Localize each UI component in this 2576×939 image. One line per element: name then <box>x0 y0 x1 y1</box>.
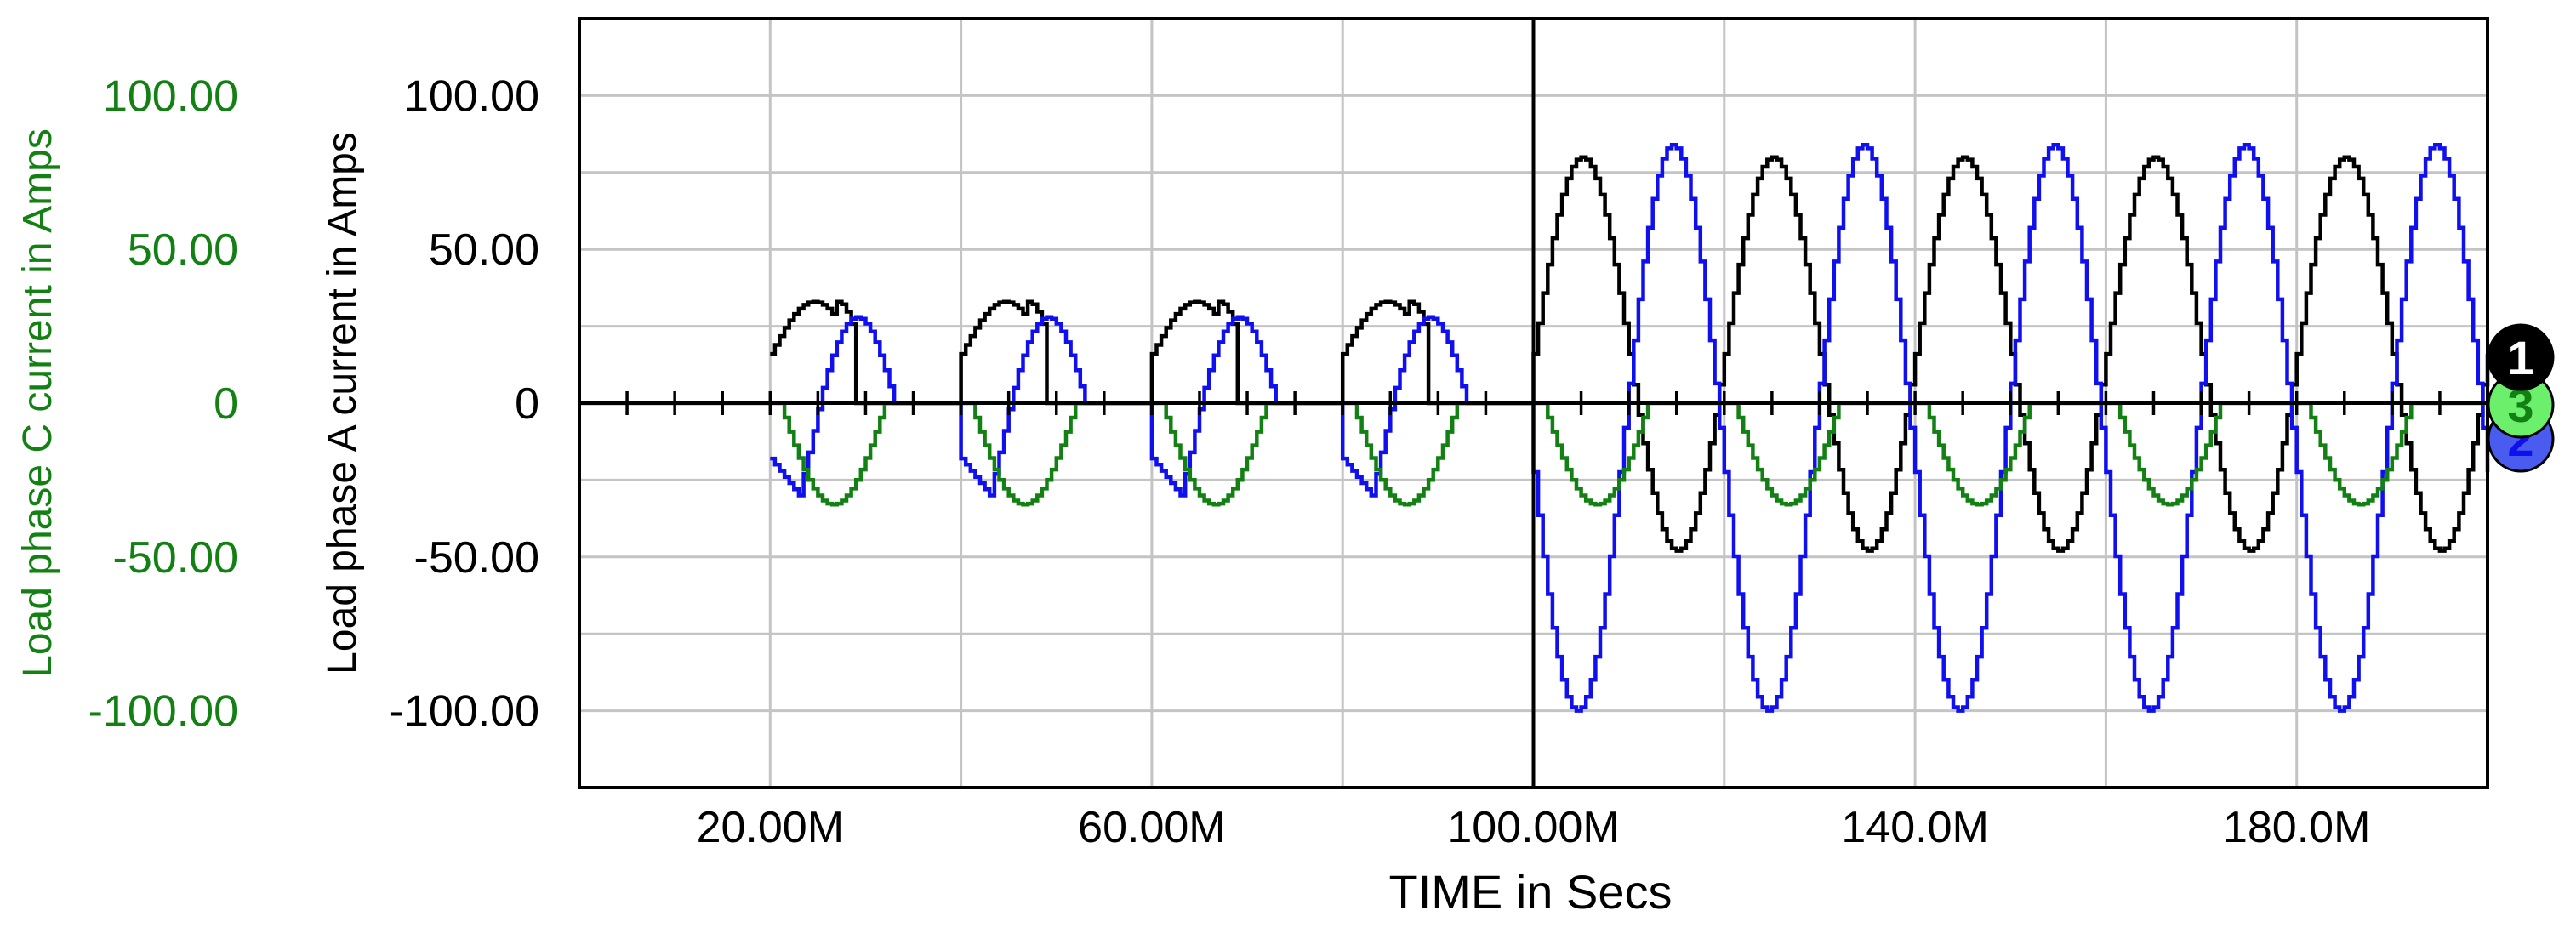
y-tick-label-phase-a: 0 <box>515 379 539 429</box>
y-tick-label-phase-c: 0 <box>214 379 238 429</box>
x-axis-label: TIME in Secs <box>1389 865 1673 919</box>
series-marker-label-1: 1 <box>2507 331 2533 384</box>
y-tick-label-phase-a: 50.00 <box>429 225 539 275</box>
tick-labels: 20.00M 60.00M 100.00M 140.0M 180.0M 100.00 50.… <box>88 71 2371 852</box>
axes-layer <box>579 19 2488 788</box>
x-tick-label: 20.00M <box>697 803 844 852</box>
y-axis-label-phase-c: Load phase C current in Amps <box>15 128 60 678</box>
y-tick-label-phase-a: -50.00 <box>414 533 539 583</box>
series-markers: 231 <box>2487 323 2555 473</box>
x-tick-label: 60.00M <box>1078 803 1225 852</box>
y-tick-label-phase-a: 100.00 <box>404 71 539 121</box>
y-axis-label-phase-a: Load phase A current in Amps <box>320 132 365 674</box>
x-tick-label: 100.00M <box>1447 803 1619 852</box>
series-marker-1 <box>2487 323 2555 391</box>
x-tick-label: 140.0M <box>1841 803 1988 852</box>
series-2-line <box>770 143 2490 713</box>
y-tick-label-phase-c: -50.00 <box>113 533 238 583</box>
y-tick-label-phase-c: 50.00 <box>128 225 238 275</box>
y-tick-label-phase-c: 100.00 <box>103 71 238 121</box>
x-tick-label: 180.0M <box>2223 803 2370 852</box>
y-tick-label-phase-c: -100.00 <box>88 687 238 737</box>
y-tick-label-phase-a: -100.00 <box>390 687 539 737</box>
